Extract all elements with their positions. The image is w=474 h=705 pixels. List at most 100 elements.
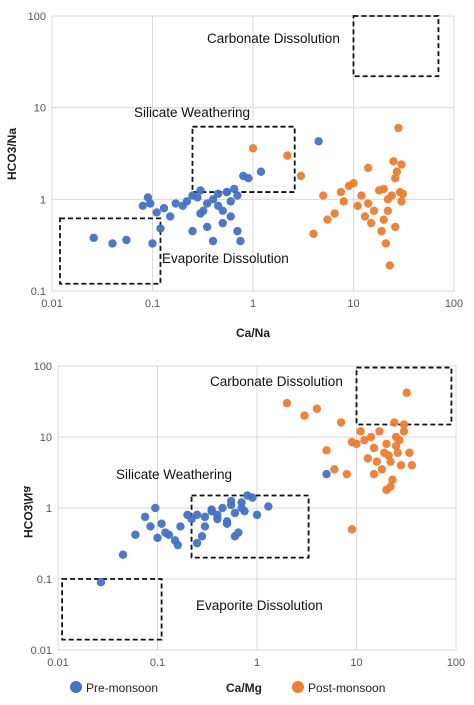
data-point: [182, 197, 192, 206]
data-point: [383, 195, 393, 204]
data-point: [222, 519, 232, 528]
data-point: [300, 411, 309, 420]
x-axis-label-2: Ca/Mg: [226, 681, 262, 695]
data-point: [396, 461, 406, 470]
data-point: [200, 522, 210, 531]
data-point: [264, 502, 273, 511]
data-point: [207, 505, 216, 514]
region-label-evaporite-1: Evaporite Dissolution: [162, 251, 289, 266]
data-point: [157, 519, 166, 528]
data-point: [226, 197, 235, 206]
x-tick-labels-2: 0.01 0.1 1 10 100: [47, 657, 465, 669]
data-point: [196, 186, 205, 195]
legend: Pre-monsoon Post-monsoon: [70, 681, 385, 695]
data-point: [193, 193, 202, 202]
data-point: [192, 538, 202, 548]
x-tick-label: 10: [347, 298, 359, 310]
data-point: [176, 522, 185, 531]
data-point: [363, 454, 373, 463]
x-tick-label: 100: [445, 298, 463, 310]
data-point: [314, 137, 323, 146]
data-point: [197, 532, 207, 541]
points-1: [89, 123, 408, 270]
data-point: [146, 522, 155, 531]
data-point: [399, 427, 409, 436]
x-tick-label: 10: [350, 657, 362, 669]
x-tick-label: 0.01: [47, 657, 68, 669]
data-point: [196, 209, 205, 218]
data-point: [131, 530, 140, 539]
data-point: [213, 514, 222, 524]
points-2: [96, 388, 417, 587]
data-point: [399, 420, 409, 429]
data-point: [319, 191, 328, 200]
data-point: [282, 398, 292, 408]
regions-1: Carbonate Dissolution Silicate Weatherin…: [59, 15, 440, 285]
x-tick-label: 0.1: [150, 657, 165, 669]
data-point: [382, 439, 391, 449]
y-tick-label: 0.1: [31, 286, 46, 298]
legend-label-post-monsoon: Post-monsoon: [308, 681, 385, 695]
x-tick-label: 0.1: [145, 298, 160, 310]
data-point: [402, 388, 411, 397]
data-point: [322, 469, 331, 479]
y-tick-label: 1: [46, 503, 52, 515]
data-point: [391, 222, 400, 232]
data-point: [377, 465, 387, 474]
data-point: [393, 448, 402, 457]
data-point: [392, 167, 402, 176]
data-point: [386, 457, 395, 466]
region-label-silicate-1: Silicate Weathering: [134, 105, 250, 120]
gridlines-2: [57, 365, 457, 651]
data-point: [202, 222, 212, 232]
data-point: [213, 189, 223, 198]
data-point: [353, 201, 362, 211]
regions-2: Carbonate Dissolution Silicate Weatherin…: [61, 366, 453, 641]
data-point: [248, 493, 257, 502]
data-point: [208, 236, 218, 246]
data-point: [397, 197, 406, 206]
data-point: [336, 418, 346, 427]
region-label-evaporite-2: Evaporite Dissolution: [196, 598, 323, 613]
chart-ca-na: Carbonate Dissolution Silicate Weatherin…: [5, 11, 463, 340]
data-point: [369, 206, 379, 215]
data-point: [391, 441, 401, 451]
y-tick-labels-2: 0.01 0.1 1 10 100: [31, 361, 52, 657]
data-point: [237, 503, 246, 513]
legend-marker-pre-monsoon: [70, 681, 82, 693]
data-point: [398, 189, 408, 198]
data-point: [218, 503, 227, 513]
data-point: [309, 229, 318, 239]
data-point: [226, 212, 235, 221]
y-tick-label: 100: [34, 361, 52, 373]
y-tick-label: 10: [34, 103, 46, 115]
data-point: [108, 239, 117, 248]
data-point: [363, 163, 373, 173]
data-point: [349, 178, 358, 188]
x-tick-labels-1: 0.01 0.1 1 10 100: [41, 298, 463, 310]
data-point: [156, 224, 165, 233]
data-point: [375, 427, 384, 436]
data-point: [369, 443, 379, 453]
x-axis-label-1: Ca/Na: [236, 326, 270, 340]
y-axis-label-2: HCO3/Na: [21, 486, 35, 538]
region-box-evaporite-2: [61, 578, 163, 641]
data-point: [330, 209, 339, 218]
y-tick-labels-1: 0.1 1 10 100: [28, 11, 46, 298]
data-point: [233, 226, 242, 236]
legend-marker-post-monsoon: [292, 681, 304, 693]
data-point: [140, 512, 150, 522]
data-point: [173, 540, 183, 550]
data-point: [366, 432, 376, 442]
x-tick-label: 1: [250, 298, 256, 310]
y-tick-label: 100: [28, 11, 46, 23]
data-point: [381, 239, 391, 248]
data-point: [296, 171, 306, 181]
data-point: [283, 151, 292, 160]
data-point: [382, 485, 391, 495]
data-point: [188, 226, 197, 236]
region-box-silicate-1: [191, 125, 296, 193]
data-point: [385, 261, 395, 270]
data-point: [323, 215, 332, 224]
